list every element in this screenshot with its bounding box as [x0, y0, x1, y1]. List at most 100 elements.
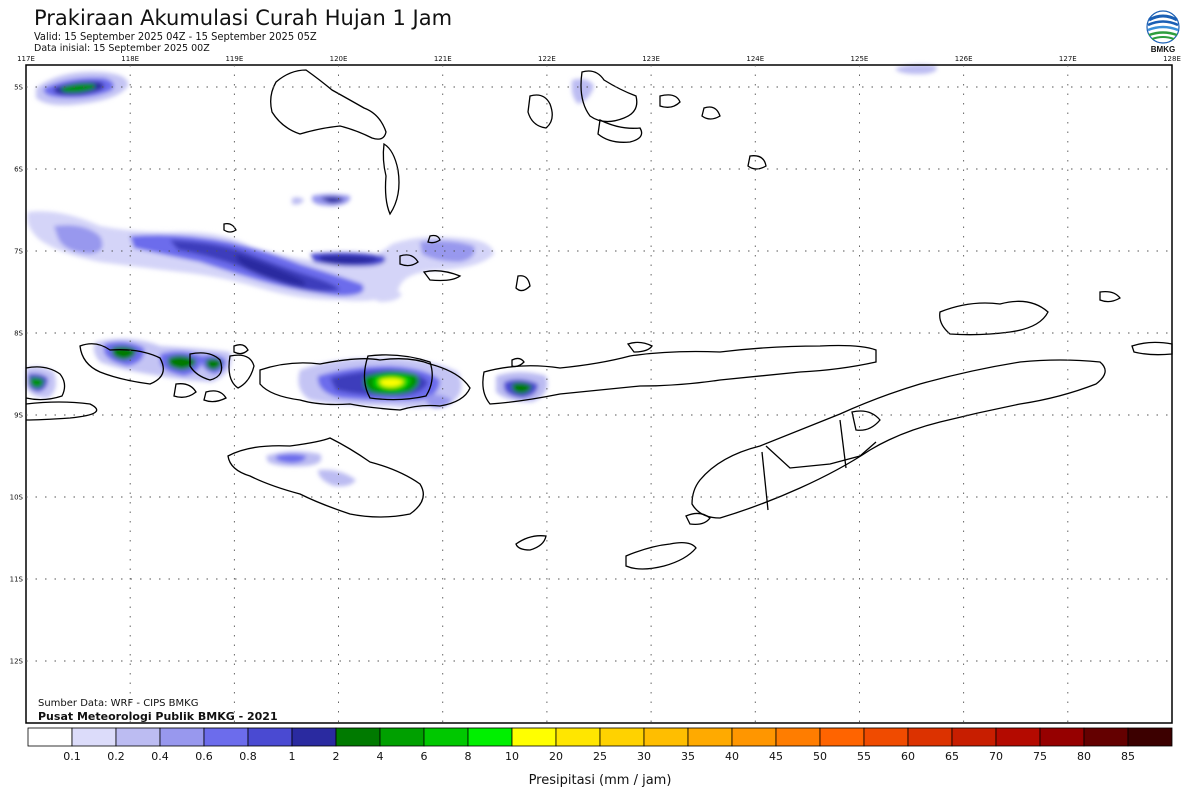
rain-cell — [320, 196, 344, 203]
island-coast — [626, 341, 653, 353]
colorbar-tick-label: 0.4 — [151, 750, 169, 763]
colorbar-tick-label: 25 — [593, 750, 607, 763]
colorbar-swatch — [819, 727, 865, 747]
colorbar-tick-label: 8 — [465, 750, 472, 763]
colorbar-swatch — [951, 727, 997, 747]
logo-text: BMKG — [1150, 45, 1176, 54]
island-coast — [851, 410, 881, 431]
colorbar-tick-label: 1 — [289, 750, 296, 763]
colorbar-swatch — [1083, 727, 1129, 747]
colorbar-swatch — [511, 727, 557, 747]
island-coast — [270, 69, 387, 140]
island-coast — [580, 70, 638, 123]
colorbar-tick-label: 65 — [945, 750, 959, 763]
island-coast — [1131, 341, 1173, 356]
colorbar-swatch — [731, 727, 777, 747]
rain-cell — [320, 255, 378, 264]
colorbar-swatch — [1039, 727, 1085, 747]
lat-tick-label: 10S — [10, 494, 24, 502]
colorbar-tick-label: 55 — [857, 750, 871, 763]
colorbar-swatch — [379, 727, 425, 747]
colorbar-swatch — [1127, 727, 1173, 747]
valid-time: Valid: 15 September 2025 04Z - 15 Septem… — [34, 30, 317, 43]
lon-tick-label: 118E — [121, 55, 139, 63]
lon-tick-label: 128E — [1163, 55, 1181, 63]
colorbar-swatch — [423, 727, 469, 747]
colorbar-tick-label: 70 — [989, 750, 1003, 763]
rain-cell — [60, 83, 96, 93]
rain-cell — [236, 254, 306, 286]
lon-tick-label: 124E — [746, 55, 764, 63]
island-coast — [515, 275, 531, 292]
lat-tick-label: 8S — [14, 330, 23, 338]
lat-tick-label: 12S — [10, 658, 24, 666]
rain-cell — [206, 358, 222, 370]
island-coast — [939, 300, 1049, 336]
colorbar-swatch — [863, 727, 909, 747]
island-coast — [399, 254, 419, 267]
island-coast — [223, 222, 237, 233]
island-coast — [227, 437, 424, 518]
island-coast — [203, 390, 227, 403]
coastline-layer — [25, 69, 1173, 570]
colorbar-tick-label: 6 — [421, 750, 428, 763]
colorbar-swatch — [291, 727, 337, 747]
colorbar-tick-label: 4 — [377, 750, 384, 763]
rain-cell — [30, 377, 44, 388]
lon-tick-label: 123E — [642, 55, 660, 63]
colorbar-swatch — [247, 727, 293, 747]
island-coast — [427, 234, 441, 244]
colorbar-swatch — [115, 727, 161, 747]
colorbar-tick-label: 75 — [1033, 750, 1047, 763]
island-coast — [625, 542, 697, 570]
lon-tick-label: 122E — [538, 55, 556, 63]
island-coast — [189, 352, 223, 381]
island-coast — [701, 106, 721, 120]
colorbar-tick-label: 0.8 — [239, 750, 257, 763]
bmkg-logo-icon — [1146, 10, 1180, 44]
lon-tick-label: 120E — [330, 55, 348, 63]
rain-cell — [276, 454, 306, 463]
colorbar-swatch — [27, 727, 73, 747]
border-line — [761, 451, 769, 511]
colorbar-tick-label: 45 — [769, 750, 783, 763]
border-line — [839, 419, 847, 469]
graticule — [26, 65, 1172, 723]
colorbar-swatch — [555, 727, 601, 747]
colorbar-unit-label: Presipitasi (mm / jam) — [528, 773, 672, 788]
island-coast — [527, 94, 553, 129]
lat-tick-label: 6S — [14, 166, 23, 174]
colorbar-swatch — [335, 727, 381, 747]
rain-cell — [318, 469, 356, 487]
island-coast — [482, 344, 877, 405]
map-frame — [25, 64, 1173, 724]
colorbar-swatch — [467, 727, 513, 747]
colorbar-tick-label: 0.1 — [63, 750, 81, 763]
colorbar-swatch — [203, 727, 249, 747]
lat-tick-label: 9S — [14, 412, 23, 420]
data-source-text: Sumber Data: WRF - CIPS BMKG — [38, 698, 199, 709]
rain-cell — [369, 287, 402, 302]
rain-cell — [292, 197, 304, 205]
rain-cell — [54, 225, 103, 254]
colorbar-swatch — [775, 727, 821, 747]
lon-tick-label: 117E — [17, 55, 35, 63]
latitude-labels: 5S 6S 7S 8S 9S 10S 11S 12S — [10, 84, 24, 666]
colorbar-swatch — [71, 727, 117, 747]
colorbar-tick-label: 30 — [637, 750, 651, 763]
lon-tick-label: 126E — [955, 55, 973, 63]
island-coast — [511, 357, 525, 368]
colorbar-swatch — [599, 727, 645, 747]
colorbar-tick-label: 20 — [549, 750, 563, 763]
colorbar-swatch — [687, 727, 733, 747]
colorbar-tick-label: 80 — [1077, 750, 1091, 763]
colorbar-swatch — [995, 727, 1041, 747]
island-coast — [79, 343, 164, 385]
colorbar-swatch — [907, 727, 953, 747]
colorbar-tick-label: 35 — [681, 750, 695, 763]
colorbar-tick-label: 60 — [901, 750, 915, 763]
island-coast — [1099, 290, 1121, 303]
publisher-text: Pusat Meteorologi Publik BMKG - 2021 — [38, 710, 278, 723]
island-coast — [25, 366, 66, 401]
